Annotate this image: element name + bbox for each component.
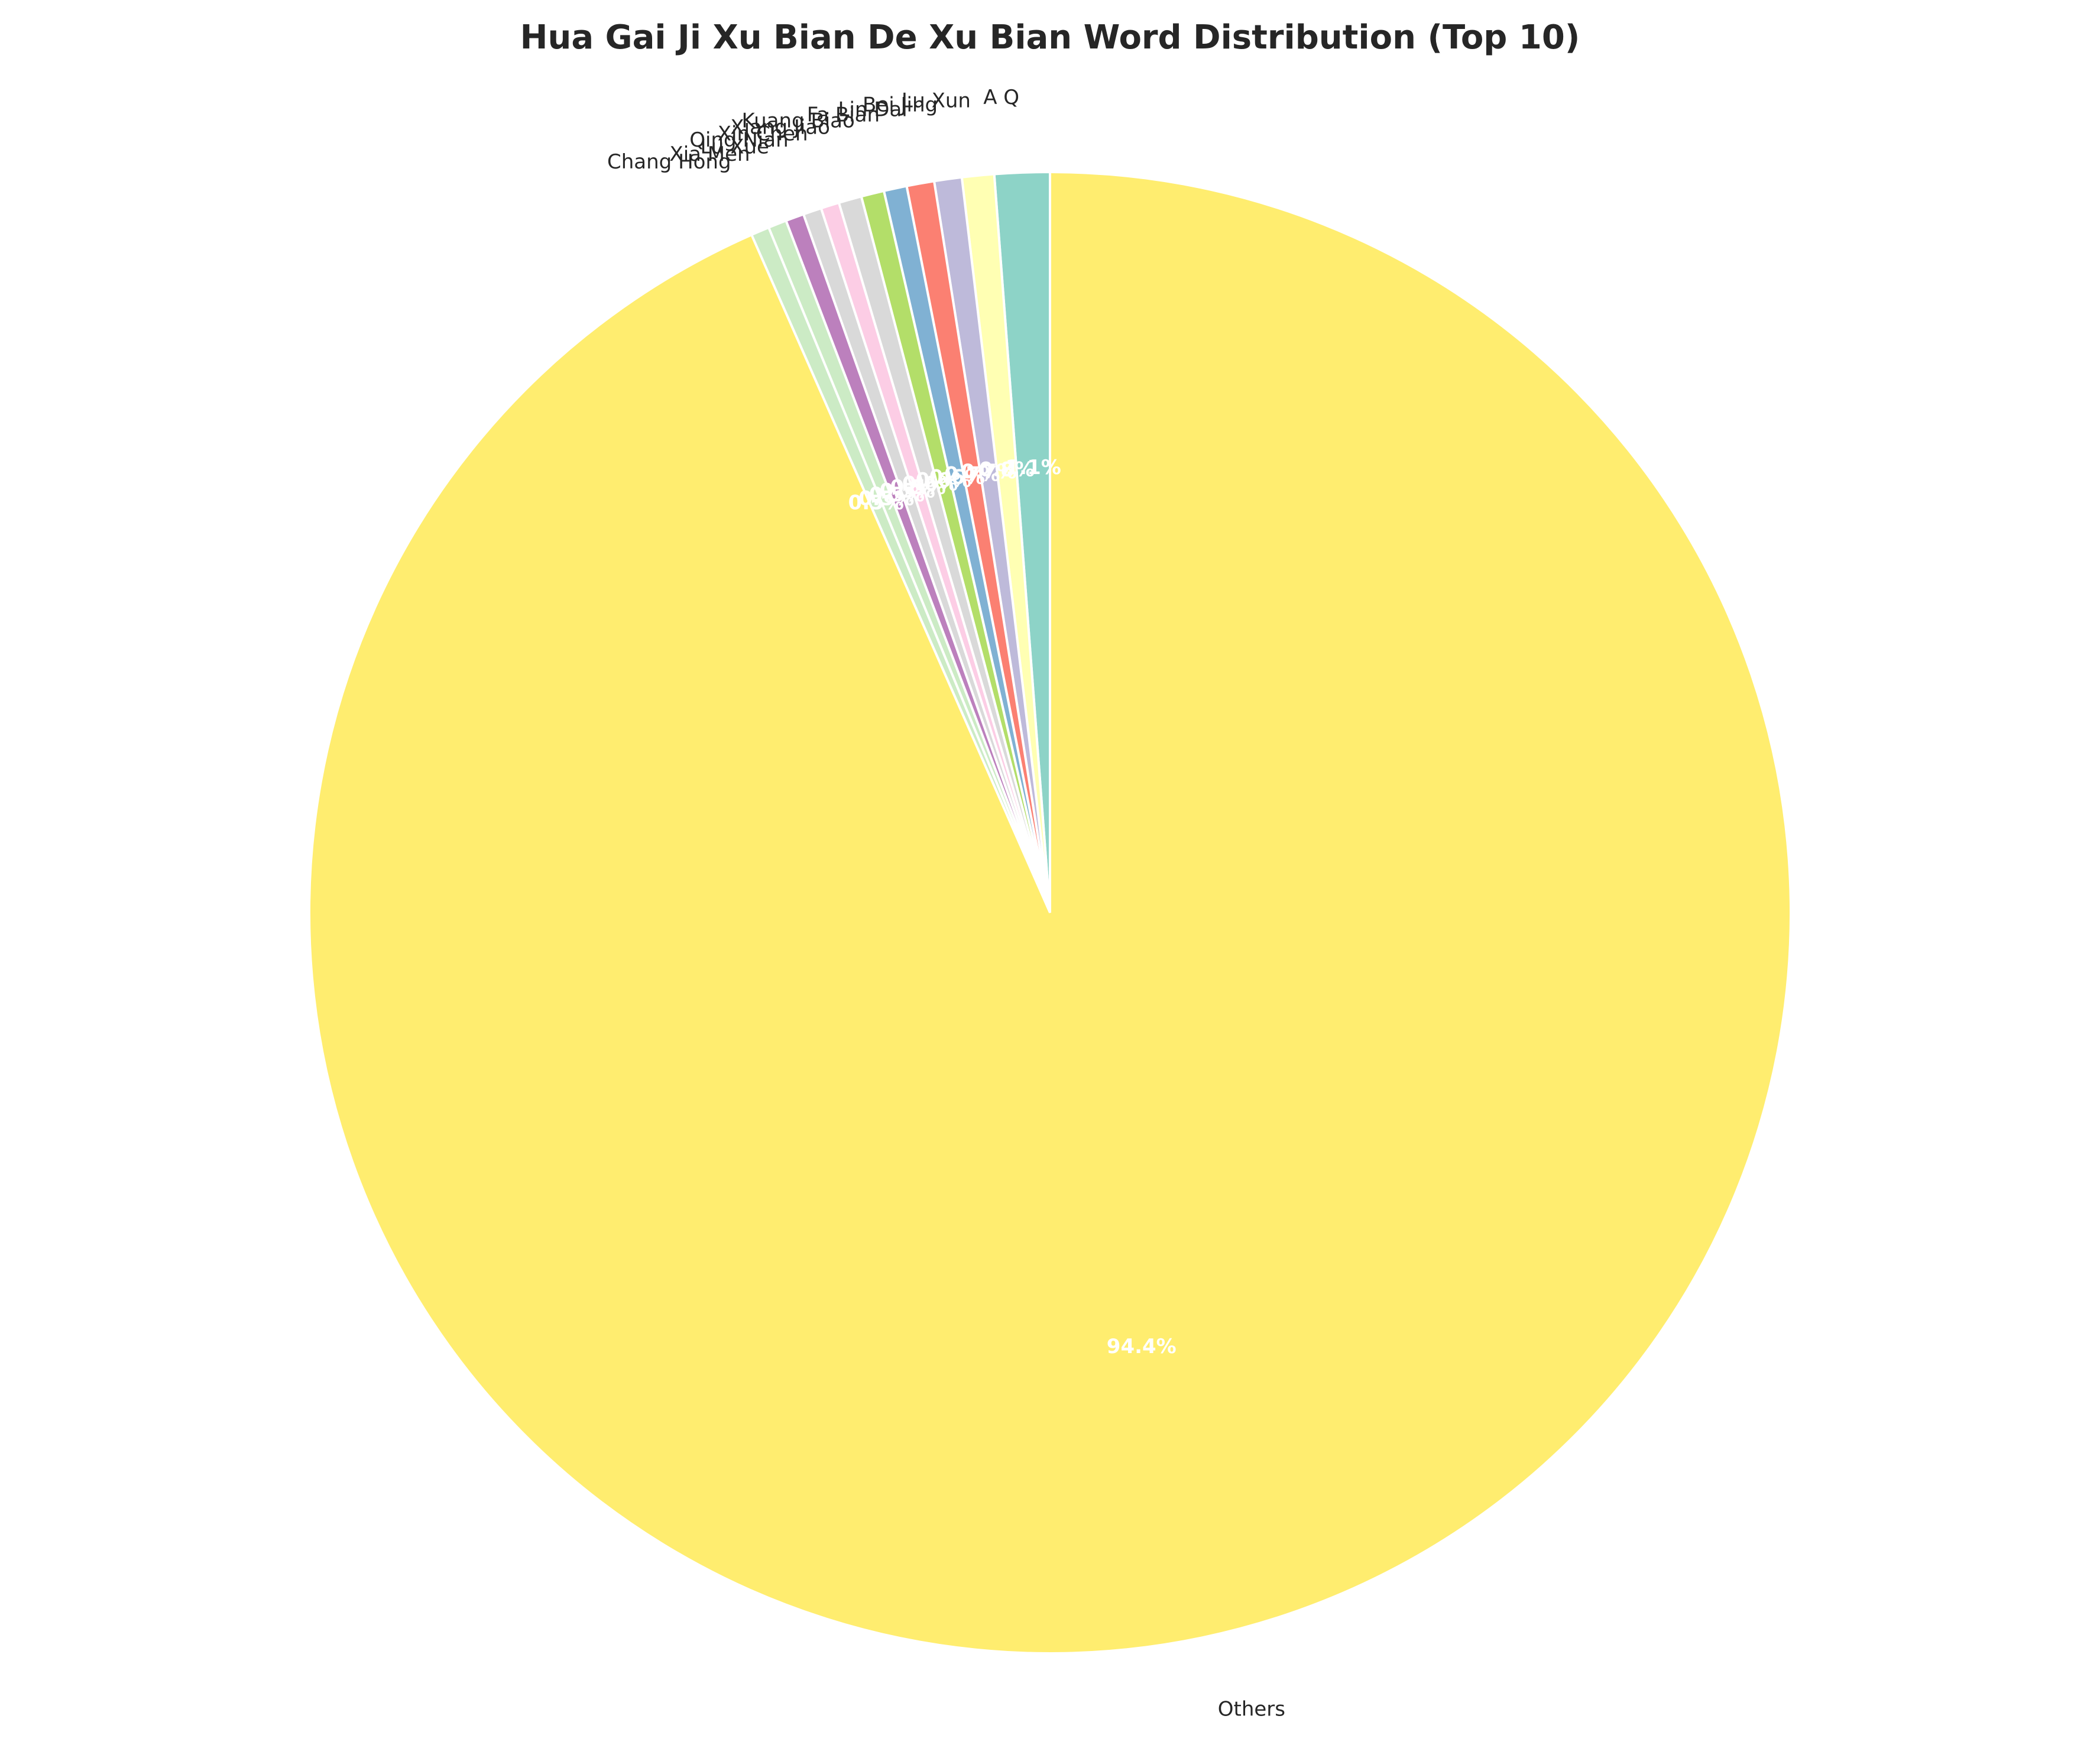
pct-label-kuang-biao: 0.6%	[916, 469, 971, 492]
slice-label-xin-chen: Xin Chen	[718, 122, 808, 145]
slice-label-lu-xue: Lu Xue	[701, 135, 769, 159]
slice-label-others: Others	[1218, 1697, 1285, 1721]
slice-label-fa-bian: Fa Bian	[807, 103, 880, 127]
pie-slices	[308, 170, 1792, 1655]
slice-label-xia-men: Xia Men	[669, 142, 750, 166]
pct-label-lu-xun: 0.8%	[979, 458, 1035, 481]
pct-label-xia-men: 0.5%	[858, 486, 914, 510]
slice-label-lin-dai: Lin Dai	[838, 98, 908, 121]
pct-label-lu-xue: 0.5%	[869, 483, 925, 507]
percentage-labels: 1.1%0.8%0.7%0.7%0.6%0.6%0.6%0.5%0.5%0.5%…	[848, 456, 1177, 1358]
pct-label-others: 94.4%	[1107, 1335, 1177, 1358]
pct-label-fa-bian: 0.6%	[929, 465, 985, 489]
slice-label-kuang-biao: Kuang Biao	[741, 109, 854, 132]
pct-label-bei-jing: 0.7%	[961, 460, 1016, 484]
pct-label-lin-dai: 0.7%	[944, 462, 1000, 486]
pct-label-xiang-jiao: 0.6%	[902, 472, 958, 496]
pct-label-chang-hong: 0.5%	[848, 491, 904, 515]
slice-label-chang-hong: Chang Hong	[607, 150, 731, 174]
pct-label-qing-nian: 0.5%	[880, 479, 935, 502]
pct-label-a-q: 1.1%	[1006, 456, 1061, 479]
slice-label-xiang-jiao: Xiang Jiao	[730, 115, 830, 139]
slice-label-qing-nian: Qing Nian	[689, 128, 788, 152]
chart-title: Hua Gai Ji Xu Bian De Xu Bian Word Distr…	[520, 18, 1580, 57]
slice-label-lu-xun: Lu Xun	[902, 89, 971, 113]
pie-slice-others	[308, 170, 1792, 1655]
slice-label-bei-jing: Bei Jing	[863, 93, 938, 116]
pct-label-xin-chen: 0.5%	[890, 476, 946, 500]
slice-label-a-q: A Q	[983, 86, 1019, 109]
